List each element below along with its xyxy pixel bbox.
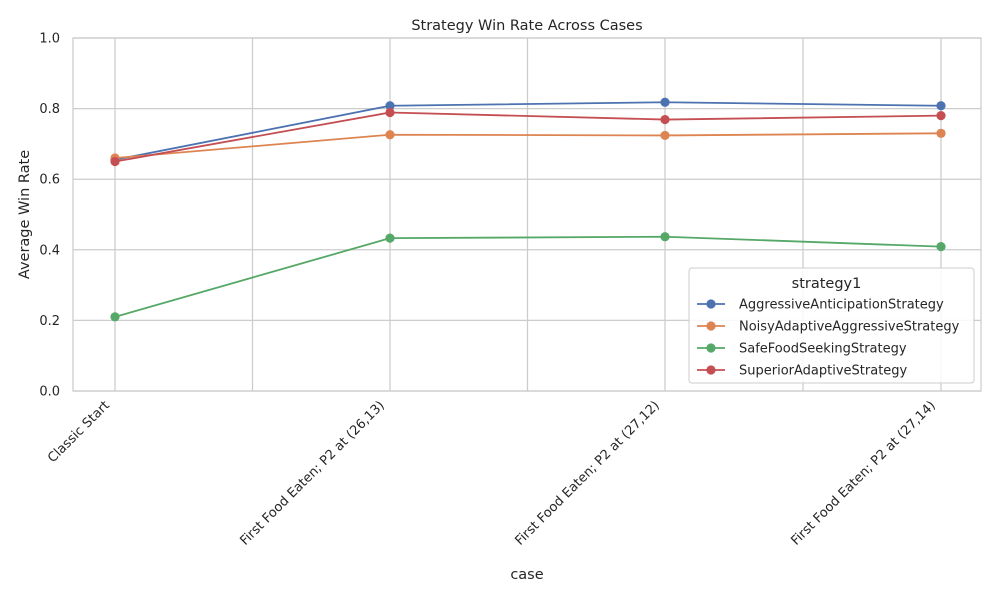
legend-item: AggressiveAnticipationStrategy — [697, 298, 944, 313]
legend-swatch-marker — [706, 299, 716, 309]
legend-swatch-marker — [706, 321, 716, 331]
data-point — [385, 233, 395, 243]
series-layer — [110, 97, 946, 322]
y-tick-label: 0.4 — [39, 243, 60, 258]
legend-swatch-marker — [706, 343, 716, 353]
series-SuperiorAdaptiveStrategy — [110, 107, 946, 167]
data-point — [936, 101, 946, 111]
data-point — [110, 312, 120, 322]
x-tick-label: First Food Eaten; P2 at (27,12) — [512, 398, 662, 548]
series-SafeFoodSeekingStrategy — [110, 232, 946, 322]
legend-title: strategy1 — [792, 276, 862, 292]
series-line — [114, 101, 942, 161]
data-point — [385, 130, 395, 140]
x-tick-labels: Classic Start First Food Eaten; P2 at (26… — [45, 398, 939, 548]
series-line — [114, 111, 942, 163]
plot-frame — [72, 37, 982, 392]
x-tick-label: First Food Eaten; P2 at (27,14) — [788, 398, 938, 548]
data-point — [936, 128, 946, 138]
y-tick-label: 0.0 — [39, 385, 60, 400]
y-tick-label: 0.2 — [39, 314, 60, 329]
legend-item: NoisyAdaptiveAggressiveStrategy — [697, 320, 960, 335]
legend-label: AggressiveAnticipationStrategy — [739, 298, 944, 313]
legend-label: SafeFoodSeekingStrategy — [739, 342, 907, 357]
legend-item: SuperiorAdaptiveStrategy — [697, 364, 908, 379]
x-tick-label: Classic Start — [45, 398, 113, 466]
y-axis-label: Average Win Rate — [17, 150, 33, 279]
data-point — [936, 111, 946, 121]
legend-label: NoisyAdaptiveAggressiveStrategy — [739, 320, 960, 335]
x-tick-label: First Food Eaten; P2 at (26,13) — [237, 398, 387, 548]
data-point — [110, 156, 120, 167]
legend-box — [688, 267, 975, 384]
data-point — [660, 114, 670, 125]
data-point — [660, 130, 670, 141]
y-tick-label: 0.6 — [39, 173, 60, 188]
legend-label: SuperiorAdaptiveStrategy — [739, 364, 908, 379]
legend: strategy1 AggressiveAnticipationStrategy… — [688, 267, 975, 384]
data-point — [385, 107, 395, 118]
legend-items: AggressiveAnticipationStrategy NoisyAdapt… — [697, 298, 960, 379]
data-point — [660, 97, 670, 107]
series-line — [114, 235, 942, 318]
series-line — [114, 132, 942, 159]
data-point — [936, 242, 946, 252]
data-point — [385, 101, 395, 111]
data-point — [660, 232, 670, 242]
chart-title: Strategy Win Rate Across Cases — [411, 18, 642, 34]
y-tick-labels: 0.0 0.2 0.4 0.6 0.8 1.0 — [39, 32, 60, 400]
y-tick-label: 0.8 — [39, 102, 60, 117]
y-tick-label: 1.0 — [39, 32, 60, 47]
x-axis-label: case — [510, 567, 543, 583]
legend-item: SafeFoodSeekingStrategy — [697, 342, 907, 357]
legend-swatch-marker — [706, 365, 716, 375]
